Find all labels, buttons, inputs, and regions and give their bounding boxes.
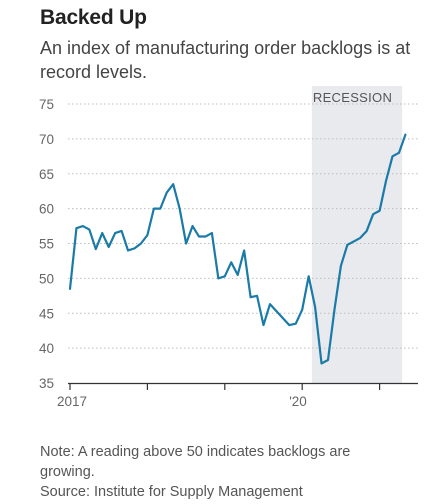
recession-band [311, 86, 403, 383]
y-tick-label: 45 [39, 306, 54, 321]
footnote-continued: growing. [40, 464, 95, 480]
chart-footer: Note: A reading above 50 indicates backl… [40, 442, 440, 502]
x-tick-label: 2017 [57, 394, 87, 409]
y-tick-label: 65 [39, 167, 54, 182]
recession-label: RECESSION [313, 90, 392, 105]
y-tick-label: 60 [39, 202, 54, 217]
y-tick-label: 35 [39, 376, 54, 391]
line-chart: RECESSION 35 40 45 50 55 60 65 70 75 2017 '20 [39, 86, 418, 409]
source-note: Source: Institute for Supply Management [40, 484, 303, 500]
y-tick-label: 55 [39, 237, 54, 252]
footnote: Note: A reading above 50 indicates backl… [40, 444, 351, 460]
chart-subtitle: An index of manufacturing order backlogs… [40, 38, 411, 82]
y-tick-label: 50 [39, 271, 54, 286]
chart-title: Backed Up [40, 6, 147, 29]
x-tick-label: '20 [289, 394, 307, 409]
y-tick-label: 40 [39, 341, 54, 356]
y-tick-label: 70 [39, 132, 54, 147]
y-tick-label: 75 [39, 97, 54, 112]
series-line-0 [68, 133, 407, 365]
